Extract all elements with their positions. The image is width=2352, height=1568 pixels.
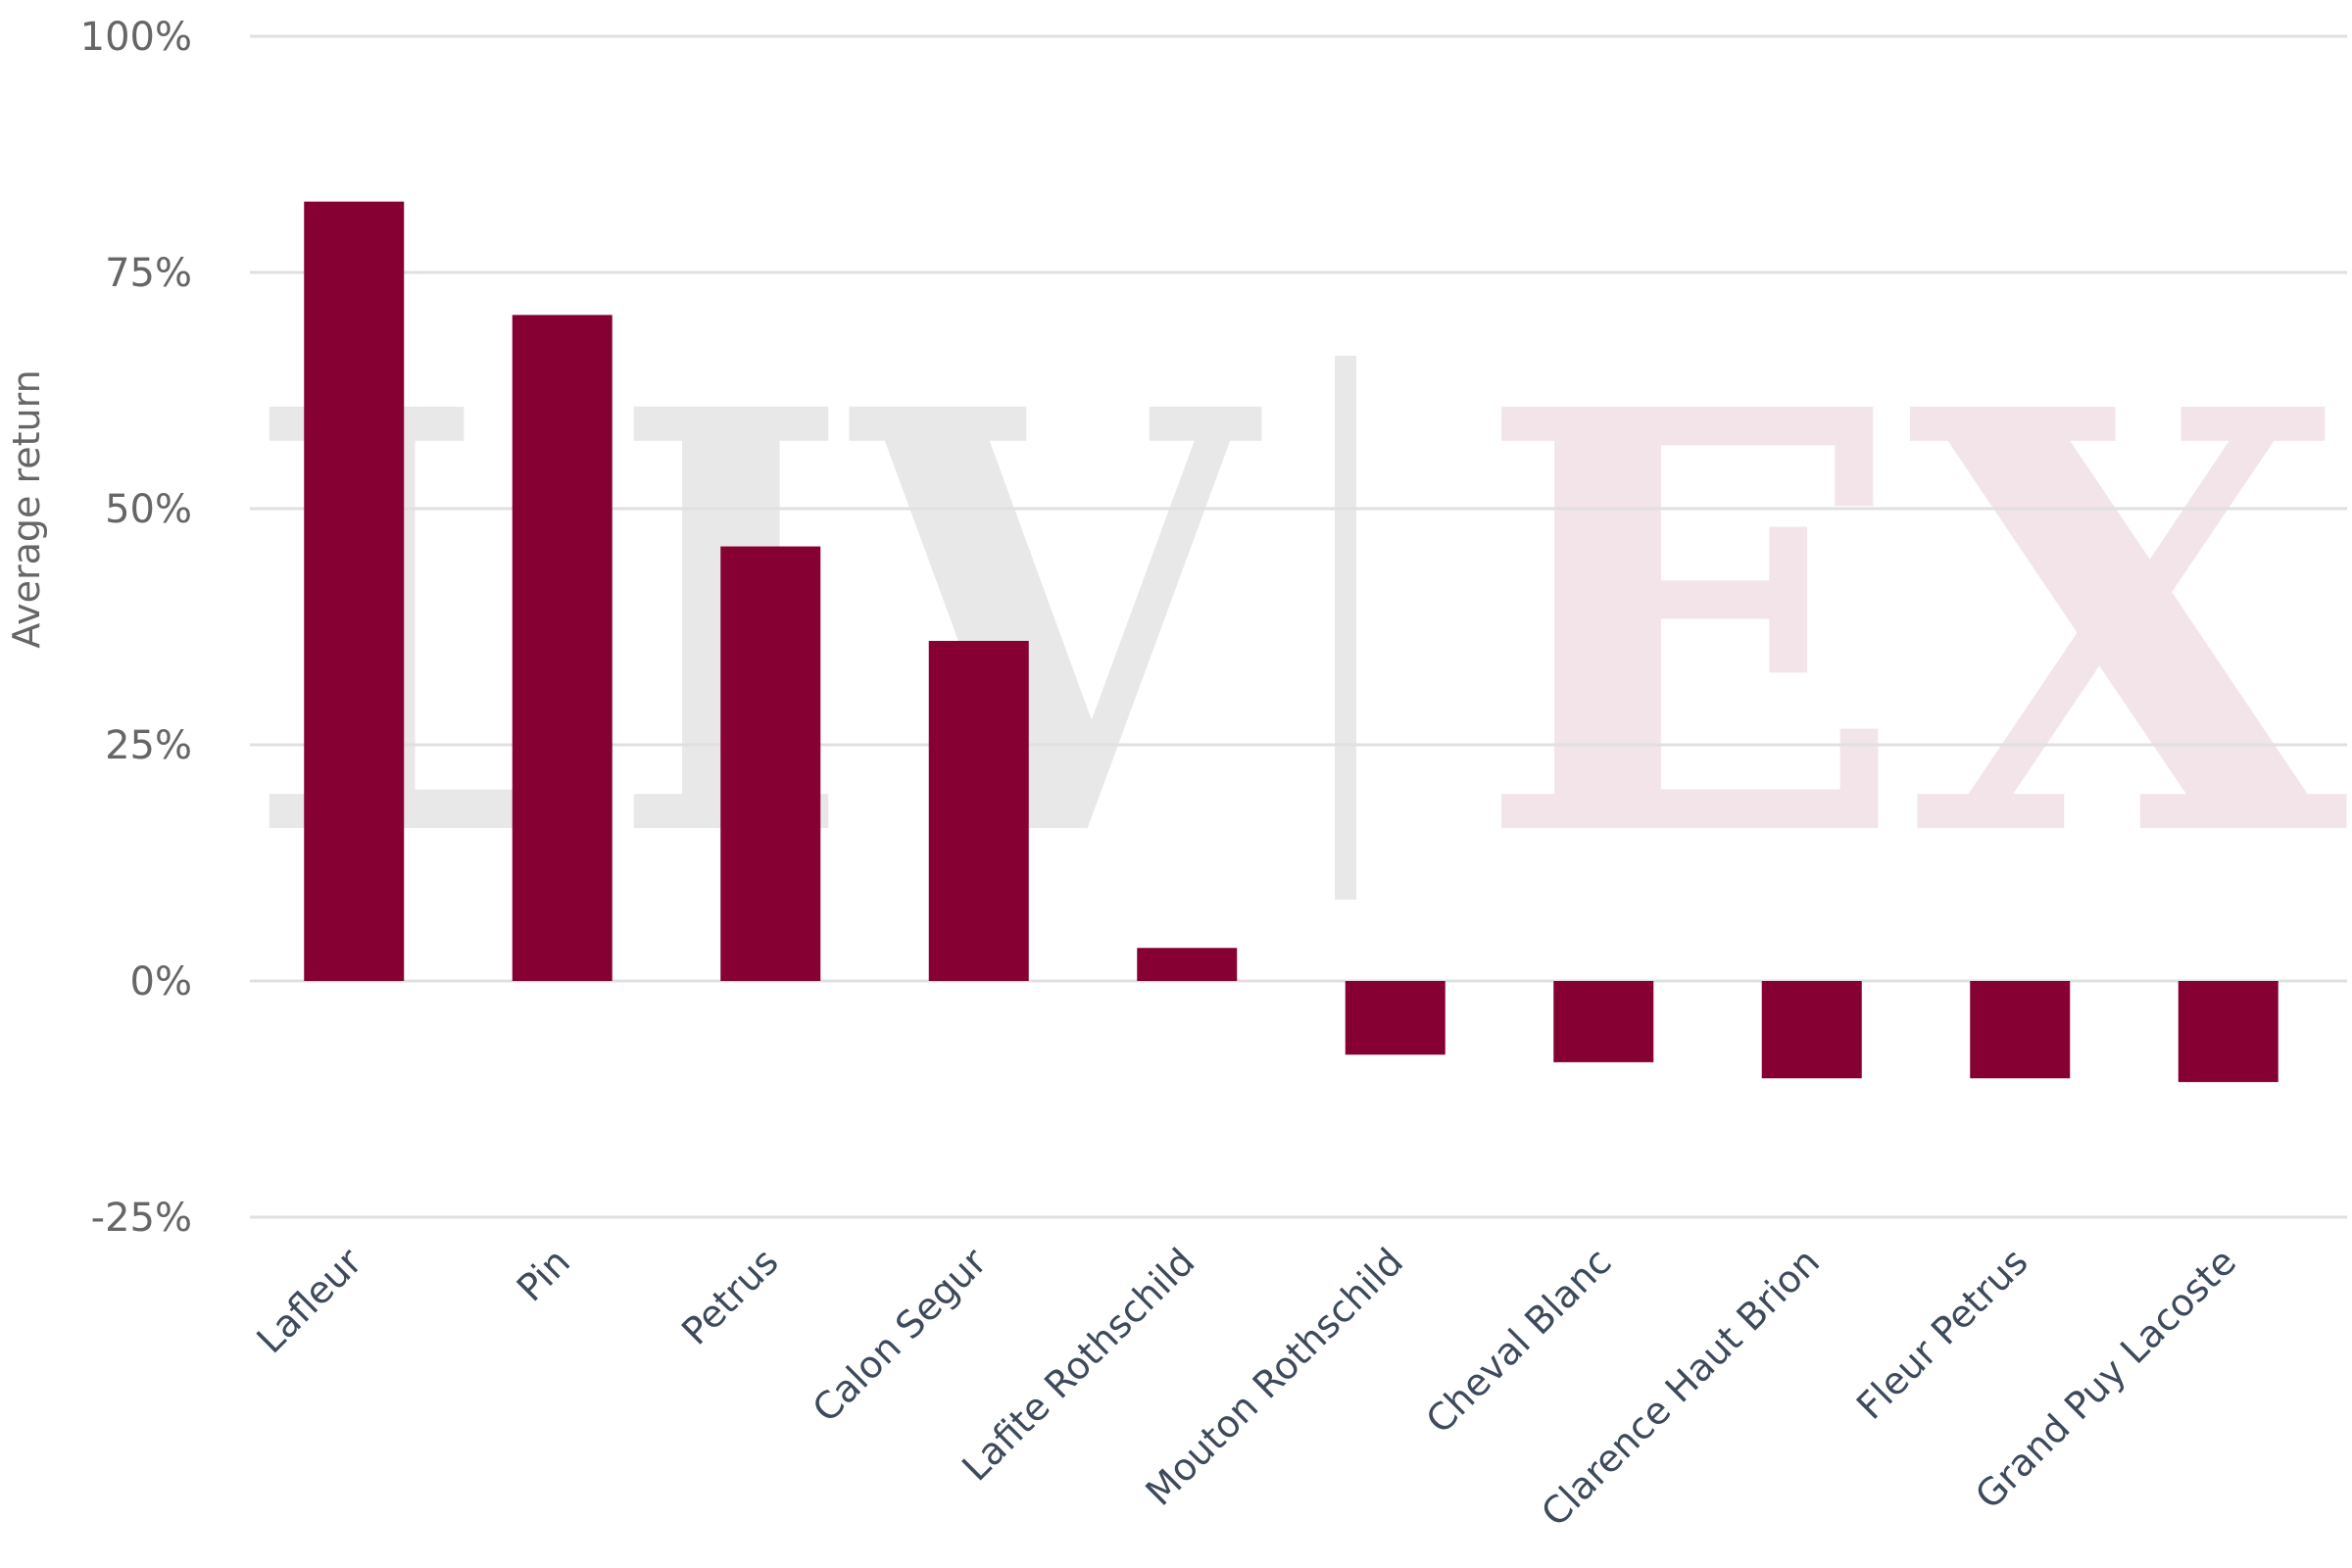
bar	[1761, 981, 1862, 1079]
y-tick-label: 0%	[130, 959, 192, 1004]
bar	[720, 546, 821, 981]
bar	[1970, 981, 2071, 1079]
y-tick-label: -25%	[91, 1196, 192, 1241]
bar	[512, 315, 612, 981]
bar	[1553, 981, 1654, 1062]
bar	[1137, 948, 1238, 981]
bar	[304, 201, 405, 981]
y-tick-label: 75%	[105, 251, 192, 296]
y-axis-title: Average return	[5, 369, 48, 648]
x-category-label: Fleur Petrus	[1848, 1240, 2036, 1428]
bar	[928, 640, 1029, 981]
x-category-label: Pin	[509, 1240, 578, 1309]
y-tick-label: 25%	[105, 723, 192, 768]
watermark-right-text: EX	[1475, 286, 2350, 965]
x-category-label: Lafleur	[249, 1240, 370, 1361]
bars	[304, 201, 2278, 1083]
x-category-label: Calon Segur	[805, 1240, 996, 1431]
x-category-label: Petrus	[673, 1240, 787, 1353]
watermark-divider	[1335, 356, 1356, 900]
y-axis-ticks: -25% 0% 25% 50% 75% 100%	[80, 15, 192, 1241]
y-tick-label: 100%	[80, 15, 192, 60]
x-category-label: Lafite Rothschild	[954, 1240, 1202, 1489]
bar	[2178, 981, 2278, 1083]
y-tick-label: 50%	[105, 487, 192, 532]
x-category-label: Cheval Blanc	[1418, 1240, 1620, 1442]
bar	[1345, 981, 1446, 1055]
